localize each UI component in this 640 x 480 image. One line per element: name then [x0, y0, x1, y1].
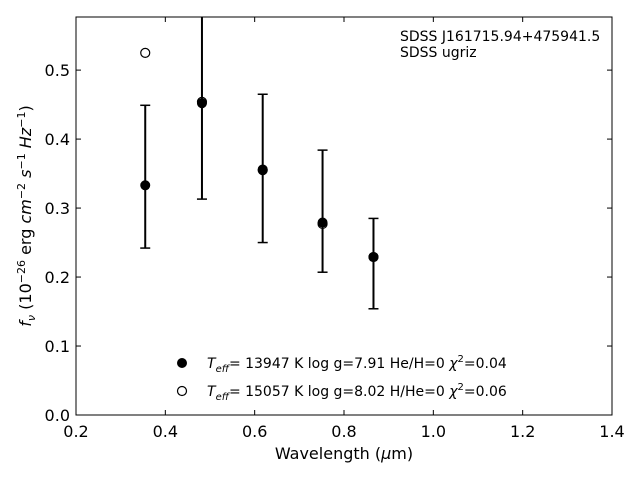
y-tick-label: 0.5: [45, 61, 70, 80]
x-tick-label: 1.2: [510, 422, 535, 441]
annotation-line-1: SDSS J161715.94+475941.5: [400, 29, 600, 45]
x-tick-label: 0.6: [242, 422, 267, 441]
model-point-open: [257, 165, 268, 176]
y-tick-label: 0.0: [45, 406, 70, 425]
x-tick-label: 1.0: [421, 422, 446, 441]
legend-marker-filled: [177, 358, 187, 368]
x-tick-label: 0.8: [331, 422, 356, 441]
y-tick-label: 0.4: [45, 130, 70, 149]
y-tick-label: 0.2: [45, 268, 70, 287]
model-point-filled: [140, 180, 151, 191]
legend-entry-1: Teff= 13947 K log g=7.91 He/H=0 χ2=0.04: [207, 354, 507, 375]
x-axis-title: Wavelength (μm): [275, 444, 413, 463]
x-tick-label: 1.4: [599, 422, 624, 441]
annotation-line-2: SDSS ugriz: [400, 45, 477, 61]
model-point-open: [368, 251, 379, 263]
model-point-open: [196, 96, 208, 107]
y-tick-label: 0.3: [45, 199, 70, 218]
x-tick-label: 0.2: [63, 422, 88, 441]
legend-entry-2: Teff= 15057 K log g=8.02 H/He=0 χ2=0.06: [207, 382, 507, 403]
legend-marker-open: [176, 385, 188, 397]
legend: Teff= 13947 K log g=7.91 He/H=0 χ2=0.04 …: [176, 354, 507, 403]
plot-frame: [75, 16, 613, 416]
model-point-open: [140, 47, 151, 58]
y-axis-title: fν (10−26 erg cm−2 s−1 Hz−1): [15, 105, 38, 326]
x-tick-label: 0.4: [153, 422, 178, 441]
model-point-open: [317, 218, 328, 230]
y-tick-label: 0.1: [45, 337, 70, 356]
